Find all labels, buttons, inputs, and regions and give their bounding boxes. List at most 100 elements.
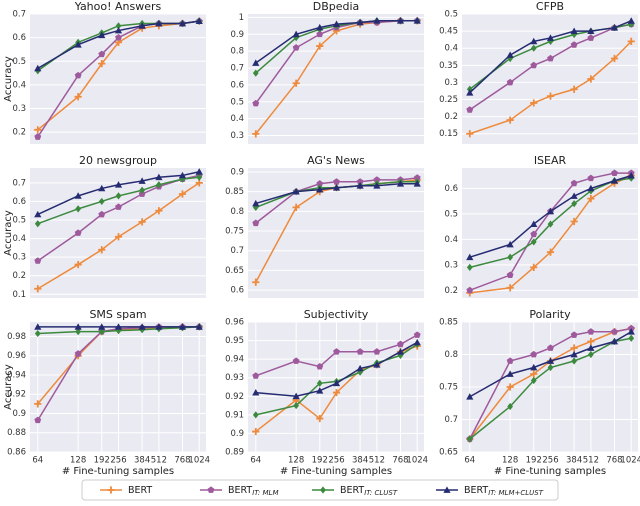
marker [316, 42, 324, 50]
marker [413, 180, 421, 187]
marker [570, 344, 578, 352]
marker [396, 180, 405, 187]
marker [570, 192, 578, 199]
chart-title: CFPB [536, 0, 564, 13]
marker [628, 20, 635, 28]
marker [155, 323, 163, 330]
chart-title: DBpedia [313, 0, 360, 13]
y-tick-label: 0.4 [12, 80, 26, 90]
plot-area [248, 14, 424, 144]
marker [570, 179, 578, 187]
y-tick-label: 0.94 [7, 370, 26, 380]
marker [138, 323, 146, 330]
marker [587, 27, 595, 34]
y-tick-label: 0.96 [225, 318, 244, 328]
marker [506, 284, 514, 292]
marker [115, 22, 122, 30]
marker [610, 177, 619, 184]
y-tick-label: 0.2 [12, 271, 26, 281]
marker [138, 218, 146, 226]
marker [98, 197, 105, 206]
marker [466, 263, 473, 272]
marker [333, 178, 340, 185]
series-line [469, 337, 632, 440]
x-tick-label: 1024 [188, 456, 210, 466]
marker [98, 50, 106, 58]
marker [530, 44, 537, 52]
legend-marker [207, 486, 215, 493]
marker [332, 20, 341, 28]
marker [396, 17, 405, 24]
marker [546, 248, 555, 256]
y-tick-label: 0.4 [444, 235, 458, 245]
y-tick-label: 0.3 [230, 131, 244, 141]
marker [252, 411, 259, 419]
marker [373, 17, 381, 24]
y-tick-label: 0.5 [444, 10, 458, 20]
marker [547, 220, 554, 228]
marker [252, 199, 260, 207]
marker [178, 190, 187, 198]
marker [138, 22, 146, 29]
marker [570, 350, 578, 358]
y-tick-label: 0.85 [225, 187, 244, 197]
legend-marker [107, 486, 115, 494]
y-tick-label: 0.89 [225, 448, 244, 458]
y-tick-label: 0.25 [439, 95, 458, 105]
y-tick-label: 0.7 [230, 246, 244, 256]
marker [34, 285, 42, 293]
x-axis-label: # Fine-tuning samples [280, 466, 392, 477]
marker [627, 328, 635, 335]
series-line [469, 20, 632, 94]
marker [252, 99, 260, 107]
x-tick-label: 768 [606, 456, 622, 466]
marker [332, 388, 341, 397]
x-tick-label: 192 [94, 456, 110, 466]
chart-title: Subjectivity [304, 308, 369, 321]
y-tick-label: 0.15 [439, 129, 458, 139]
legend-label: BERT [128, 485, 152, 496]
x-tick-label: 192 [526, 456, 542, 466]
y-tick-label: 0.8 [444, 350, 458, 360]
marker [34, 220, 41, 228]
marker [74, 260, 82, 269]
y-tick-label: 0.7 [12, 10, 26, 20]
marker [74, 192, 82, 199]
legend-name: BERT [128, 485, 152, 496]
marker [466, 106, 474, 113]
marker [316, 180, 324, 187]
marker [356, 182, 364, 189]
marker [507, 402, 514, 411]
marker [466, 393, 474, 400]
y-tick-label: 0.75 [439, 383, 458, 393]
x-tick-label: 64 [464, 456, 475, 466]
y-tick-label: 0.94 [225, 355, 244, 365]
y-tick-label: 0.3 [444, 260, 458, 270]
y-tick-label: 0.7 [12, 178, 26, 188]
y-tick-label: 0.65 [225, 266, 244, 276]
marker [506, 271, 514, 278]
marker [413, 331, 421, 338]
y-tick-label: 0.98 [7, 332, 26, 342]
series-line [255, 341, 418, 398]
marker [74, 350, 82, 357]
marker [570, 27, 578, 34]
marker [292, 392, 300, 400]
x-tick-label: 256 [328, 456, 344, 466]
y-tick-label: 0.2 [444, 112, 458, 122]
plot-area [30, 14, 206, 144]
marker [506, 51, 514, 58]
marker [74, 93, 82, 101]
x-tick-label: 256 [542, 456, 558, 466]
y-tick-label: 0.5 [444, 209, 458, 219]
marker [75, 205, 82, 213]
marker [507, 253, 514, 261]
y-tick-label: 0.7 [230, 64, 244, 74]
x-axis-label: # Fine-tuning samples [494, 466, 606, 477]
y-tick-label: 0.2 [444, 286, 458, 296]
marker [74, 229, 82, 236]
marker [252, 372, 260, 379]
y-tick-label: 0.3 [12, 253, 26, 263]
y-tick-label: 0.4 [12, 234, 26, 244]
